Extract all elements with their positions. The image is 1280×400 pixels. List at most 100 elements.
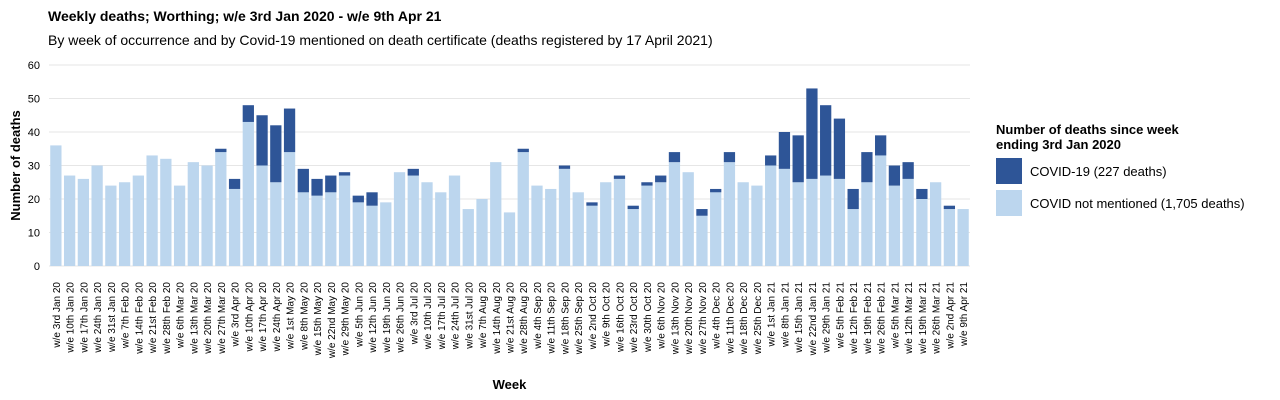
bar-not-covid (888, 185, 901, 266)
bar-not-covid (366, 205, 378, 266)
y-axis-title: Number of deaths (8, 110, 23, 221)
x-tick-label: w/e 5th Jun 20 (354, 282, 365, 348)
bar-not-covid (448, 175, 461, 266)
x-tick-label: w/e 7th Feb 20 (121, 282, 132, 350)
bar-covid (215, 148, 227, 153)
x-tick-label: w/e 9th Oct 20 (602, 282, 613, 348)
bar-not-covid (792, 182, 804, 266)
x-tick-label: w/e 10th Jul 20 (423, 282, 434, 351)
bar-covid (820, 105, 832, 176)
x-tick-label: w/e 3rd Apr 20 (231, 282, 242, 348)
x-tick-label: w/e 26th Jun 20 (396, 282, 407, 354)
bar-not-covid (490, 162, 502, 266)
bar-not-covid (737, 182, 749, 266)
bar-not-covid (613, 178, 626, 266)
bar-covid (778, 132, 791, 169)
bar-not-covid (545, 188, 557, 266)
x-tick-label: w/e 14th Feb 20 (134, 282, 145, 355)
x-tick-label: w/e 1st May 20 (286, 282, 297, 351)
bar-covid (558, 165, 571, 169)
x-tick-label: w/e 20th Mar 20 (203, 282, 214, 355)
bar-not-covid (531, 185, 543, 266)
bar-not-covid (270, 182, 282, 266)
y-tick-label: 20 (28, 194, 40, 206)
x-tick-label: w/e 6th Mar 20 (176, 282, 187, 350)
x-tick-label: w/e 17th Jul 20 (437, 282, 448, 351)
x-axis-title: Week (493, 377, 527, 392)
bar-covid (861, 152, 873, 183)
x-tick-label: w/e 22nd May 20 (327, 282, 338, 360)
x-tick-label: w/e 9th Apr 21 (959, 282, 970, 347)
bar-not-covid (558, 168, 571, 266)
x-tick-label: w/e 30th Oct 20 (643, 282, 654, 353)
legend-swatch-covid (996, 158, 1022, 184)
bar-not-covid (586, 205, 598, 266)
bar-covid (875, 135, 887, 156)
bar-not-covid (751, 185, 763, 266)
bar-not-covid (943, 209, 956, 266)
bar-not-covid (105, 185, 117, 266)
chart-subtitle: By week of occurrence and by Covid-19 me… (48, 32, 713, 48)
bar-not-covid (407, 175, 419, 266)
x-tick-label: w/e 10th Jan 20 (66, 282, 77, 354)
x-tick-label: w/e 5th Feb 21 (835, 282, 846, 350)
x-tick-label: w/e 23rd Oct 20 (629, 282, 640, 354)
bar-not-covid (696, 215, 708, 266)
bar-covid (765, 155, 777, 166)
bar-covid (833, 118, 846, 179)
x-tick-label: w/e 11th Dec 20 (725, 282, 736, 355)
bar-not-covid (765, 165, 777, 266)
bar-covid (916, 188, 928, 199)
bar-covid (627, 205, 639, 210)
x-tick-label: w/e 27th Nov 20 (698, 282, 709, 356)
bar-not-covid (118, 182, 131, 266)
x-tick-label: w/e 31st Jul 20 (464, 282, 475, 350)
bar-not-covid (847, 209, 859, 266)
x-tick-label: w/e 4th Dec 20 (712, 282, 723, 350)
bar-not-covid (627, 209, 639, 266)
x-tick-label: w/e 26th Feb 21 (877, 282, 888, 355)
bar-covid (325, 175, 337, 193)
x-tick-label: w/e 18th Dec 20 (739, 282, 750, 356)
legend-label-not-covid: COVID not mentioned (1,705 deaths) (1030, 195, 1245, 211)
x-tick-label: w/e 13th Mar 20 (189, 282, 200, 355)
bar-not-covid (600, 182, 612, 266)
x-tick-label: w/e 21st Feb 20 (148, 282, 159, 355)
bar-not-covid (710, 192, 722, 266)
bar-not-covid (91, 165, 103, 266)
legend-item-not-covid: COVID not mentioned (1,705 deaths) (996, 190, 1245, 216)
x-tick-label: w/e 17th Jan 20 (79, 282, 90, 354)
x-tick-label: w/e 15th Jan 21 (794, 282, 805, 354)
bar-covid (338, 172, 351, 176)
y-tick-label: 10 (28, 228, 40, 240)
bar-not-covid (187, 162, 199, 266)
bar-not-covid (63, 175, 76, 266)
x-tick-label: w/e 5th Mar 21 (890, 282, 901, 350)
x-tick-label: w/e 24th Jan 20 (93, 282, 104, 354)
bar-covid (297, 168, 309, 193)
y-tick-label: 50 (28, 94, 40, 106)
legend-item-covid: COVID-19 (227 deaths) (996, 158, 1245, 184)
bar-covid (847, 188, 859, 210)
bar-covid (641, 182, 653, 186)
bar-covid (792, 135, 804, 183)
x-tick-label: w/e 4th Sep 20 (533, 282, 544, 350)
bar-not-covid (861, 182, 873, 266)
legend: Number of deaths since week ending 3rd J… (996, 122, 1245, 216)
bar-not-covid (572, 192, 584, 266)
x-tick-label: w/e 6th Nov 20 (657, 282, 668, 350)
bar-not-covid (929, 182, 942, 266)
bar-covid (366, 192, 378, 206)
bar-not-covid (173, 185, 186, 266)
bar-not-covid (215, 152, 227, 266)
x-tick-label: w/e 21st Aug 20 (506, 282, 517, 355)
x-tick-label: w/e 19th Jun 20 (382, 282, 393, 354)
bar-covid (407, 168, 419, 176)
bar-not-covid (380, 202, 392, 266)
bar-not-covid (228, 188, 241, 266)
bar-covid (283, 108, 296, 153)
bar-covid (696, 209, 708, 216)
bar-covid (943, 205, 956, 210)
bar-covid (710, 188, 722, 193)
bar-not-covid (132, 175, 144, 266)
